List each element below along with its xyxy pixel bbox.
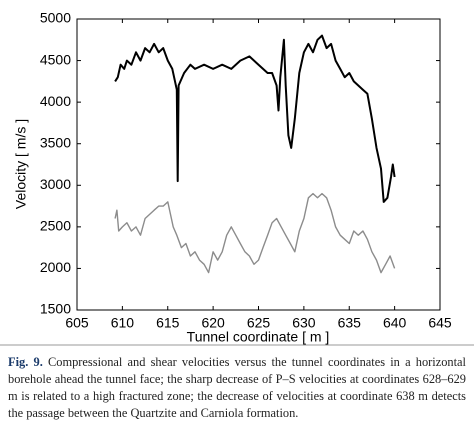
x-tick-label: 640 [383, 315, 407, 331]
x-tick-label: 620 [201, 315, 225, 331]
x-tick-label: 610 [111, 315, 135, 331]
caption-text: Compressional and shear velocities versu… [8, 355, 466, 420]
series-line [114, 192, 396, 274]
x-tick-label: 645 [428, 315, 452, 331]
y-tick-label: 5000 [40, 10, 71, 26]
y-tick-label: 2000 [40, 259, 71, 275]
x-axis-label: Tunnel coordinate [ m ] [187, 329, 330, 345]
series-line [114, 34, 396, 203]
y-tick-label: 2500 [40, 218, 71, 234]
y-tick-label: 3500 [40, 134, 71, 150]
y-axis-label: Velocity [ m/s ] [13, 119, 29, 209]
y-tick-label: 4000 [40, 93, 71, 109]
x-tick-label: 605 [65, 315, 89, 331]
x-tick-label: 615 [156, 315, 180, 331]
x-tick-label: 625 [247, 315, 271, 331]
x-tick-label: 635 [338, 315, 362, 331]
caption-label: Fig. 9. [8, 355, 43, 369]
x-tick-label: 630 [292, 315, 316, 331]
y-tick-label: 4500 [40, 51, 71, 67]
caption: Fig. 9. Compressional and shear velociti… [8, 354, 466, 422]
y-tick-label: 1500 [40, 301, 71, 317]
y-tick-label: 3000 [40, 176, 71, 192]
chart: Tunnel coordinate [ m ] Velocity [ m/s ]… [0, 10, 474, 346]
